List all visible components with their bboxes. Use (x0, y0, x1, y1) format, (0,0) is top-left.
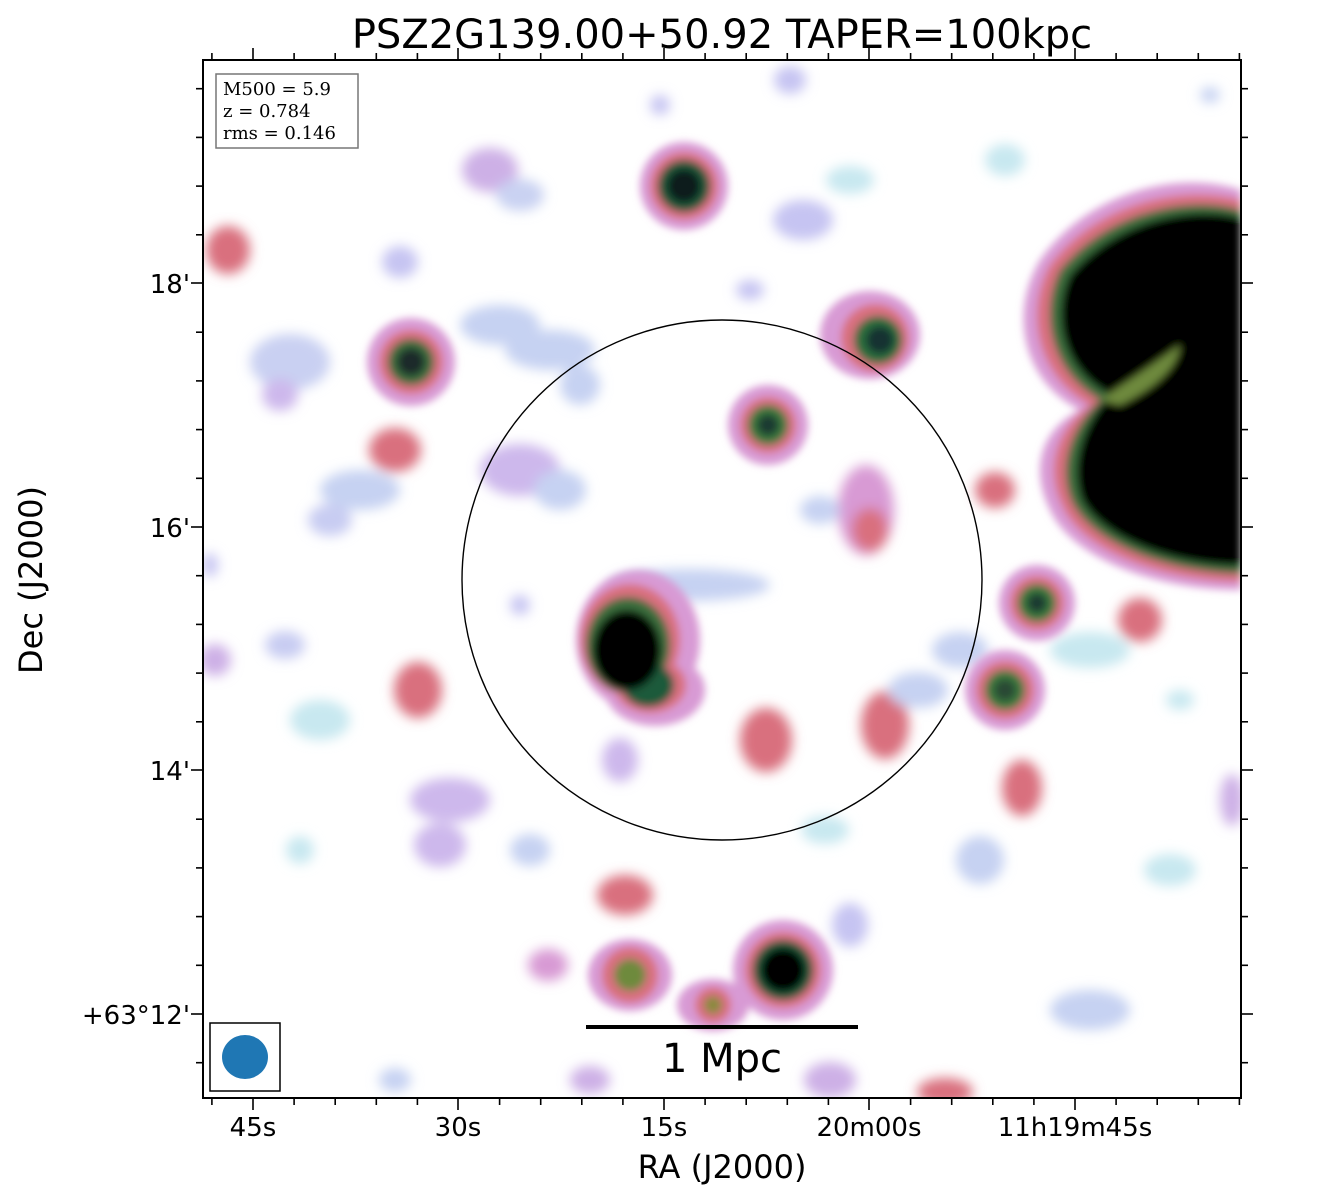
y-tick-label: 18' (150, 270, 190, 300)
y-axis-label: Dec (J2000) (12, 486, 50, 674)
source-bottom-right (733, 920, 833, 1020)
source-upper-right (820, 291, 920, 379)
beam-box (209, 1022, 281, 1092)
plot-frame (202, 59, 1242, 1099)
noise-blobs (203, 66, 1241, 1098)
y-tick-label: +63°12' (82, 1001, 190, 1031)
x-axis-label: RA (J2000) (638, 1148, 807, 1186)
x-tick-label: 11h19m45s (998, 1113, 1153, 1143)
beam-ellipse (222, 1035, 268, 1079)
x-tick-label: 30s (435, 1113, 482, 1143)
y-tick-labels: +63°12' 14' 16' 18' (82, 270, 190, 1031)
source-top (640, 142, 728, 230)
source-bottom-middle (677, 979, 749, 1031)
source-central (576, 570, 705, 726)
source-right-lower (965, 650, 1045, 730)
info-m500: M500 = 5.9 (223, 79, 331, 100)
x-tick-label: 20m00s (816, 1113, 921, 1143)
info-redshift: z = 0.784 (223, 101, 311, 122)
point-sources (367, 142, 1075, 1031)
y-tick-label: 16' (150, 514, 190, 544)
y-tick-label: 14' (150, 757, 190, 787)
x-tick-label: 45s (230, 1113, 277, 1143)
r500-circle (461, 319, 983, 841)
x-tick-label: 15s (641, 1113, 688, 1143)
source-inner (728, 385, 808, 465)
scale-bar: 1 Mpc (586, 1025, 858, 1082)
info-rms: rms = 0.146 (223, 123, 336, 144)
chart-title: PSZ2G139.00+50.92 TAPER=100kpc (352, 12, 1092, 58)
source-right-upper (999, 565, 1075, 641)
image-area (203, 60, 1241, 1098)
extended-source-right (1023, 182, 1241, 590)
x-tick-labels: 45s 30s 15s 20m00s 11h19m45s (230, 1113, 1153, 1143)
source-left (367, 318, 455, 406)
info-box: M500 = 5.9 z = 0.784 rms = 0.146 (215, 73, 359, 149)
axis-ticks (191, 48, 1253, 1110)
source-bottom-left (588, 939, 672, 1011)
scale-bar-label: 1 Mpc (662, 1036, 782, 1082)
